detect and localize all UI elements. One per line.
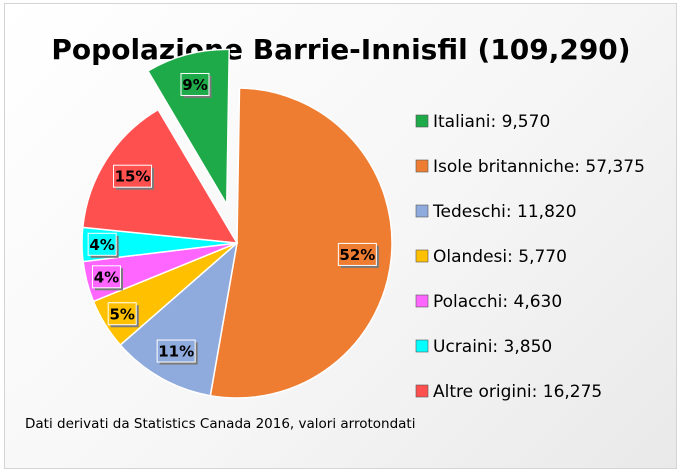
legend-swatch — [415, 204, 429, 218]
legend-swatch — [415, 339, 429, 353]
data-label-text: 11% — [158, 343, 194, 361]
data-label-box — [113, 164, 153, 188]
data-label-box — [337, 242, 377, 266]
legend-label: Polacchi: 4,630 — [433, 292, 562, 312]
pie-slice — [119, 241, 239, 397]
data-label-box — [156, 339, 196, 363]
pie-slices — [81, 48, 393, 399]
data-label-text: 5% — [109, 305, 134, 323]
data-label-text: 15% — [115, 168, 151, 186]
data-label-box — [107, 302, 137, 326]
chart-area: Popolazione Barrie-Innisfil (109,290) 9%… — [4, 3, 677, 469]
pie-data-label: 9% — [180, 72, 212, 98]
legend-swatch — [415, 384, 429, 398]
pie-slice — [81, 108, 239, 244]
pie-data-label: 4% — [91, 265, 123, 291]
data-label-box — [87, 232, 117, 256]
legend-label: Ucraini: 3,850 — [433, 337, 552, 357]
legend-label: Olandesi: 5,770 — [433, 247, 567, 267]
pie-data-label: 4% — [87, 232, 119, 258]
legend-swatch — [415, 249, 429, 263]
pie-data-label: 11% — [156, 339, 198, 365]
data-label-text: 4% — [89, 236, 114, 254]
data-label-text: 52% — [339, 246, 375, 264]
data-label-box — [180, 72, 210, 96]
legend-label: Isole britanniche: 57,375 — [433, 157, 645, 177]
legend-item: Isole britanniche: 57,375 — [415, 157, 645, 177]
pie-chart: Popolazione Barrie-Innisfil (109,290) 9%… — [25, 33, 645, 432]
chart-title: Popolazione Barrie-Innisfil (109,290) — [51, 33, 630, 66]
legend-item: Altre origini: 16,275 — [415, 382, 602, 402]
legend-label: Altre origini: 16,275 — [433, 382, 602, 402]
data-label-box — [91, 265, 121, 289]
legend-swatch — [415, 114, 429, 128]
data-label-text: 4% — [94, 268, 119, 286]
data-label-text: 9% — [182, 76, 207, 94]
legend-item: Polacchi: 4,630 — [415, 292, 562, 312]
legend-label: Tedeschi: 11,820 — [432, 202, 577, 222]
legend-item: Italiani: 9,570 — [415, 112, 550, 132]
legend-item: Tedeschi: 11,820 — [415, 202, 577, 222]
pie-data-labels: 9% 52% 11% 5% 4% 4% 15% — [87, 72, 379, 365]
chart-footnote: Dati derivati da Statistics Canada 2016,… — [25, 416, 415, 432]
pie-data-label: 15% — [113, 164, 155, 190]
pie-data-label: 52% — [337, 242, 379, 268]
legend-swatch — [415, 294, 429, 308]
legend-swatch — [415, 159, 429, 173]
legend-item: Olandesi: 5,770 — [415, 247, 567, 267]
legend-label: Italiani: 9,570 — [433, 112, 550, 132]
legend-item: Ucraini: 3,850 — [415, 337, 552, 357]
pie-data-label: 5% — [107, 302, 139, 328]
legend: Italiani: 9,570 Isole britanniche: 57,375… — [415, 112, 645, 402]
pie-slice — [209, 87, 393, 399]
